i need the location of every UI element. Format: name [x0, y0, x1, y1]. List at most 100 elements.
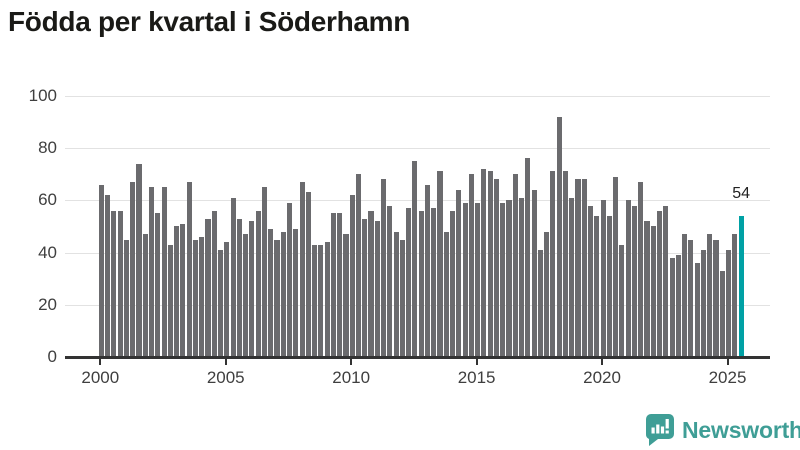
bar	[462, 202, 468, 358]
gridline-y-80	[65, 147, 770, 149]
bar	[305, 192, 311, 358]
bar	[142, 234, 148, 358]
bar	[406, 208, 412, 358]
bar	[606, 215, 612, 358]
x-axis-label-2020: 2020	[583, 368, 621, 388]
bar	[732, 234, 738, 358]
x-axis-label-2005: 2005	[206, 368, 245, 388]
bar	[431, 208, 437, 358]
bar	[707, 234, 713, 358]
bar	[682, 234, 688, 358]
bar	[274, 239, 280, 358]
bar	[280, 231, 286, 358]
bar	[700, 250, 706, 358]
bar	[719, 270, 725, 358]
bar	[688, 239, 694, 358]
x-axis-tick-2005	[224, 358, 227, 365]
bar	[330, 213, 336, 358]
bar	[343, 234, 349, 358]
bar	[468, 174, 474, 358]
bar	[619, 244, 625, 358]
bar	[312, 244, 318, 358]
x-axis-tick-2025	[726, 358, 729, 365]
bar	[450, 210, 456, 358]
gridline-y-40	[65, 252, 770, 254]
bar	[211, 210, 217, 358]
bar	[243, 234, 249, 358]
y-axis-label-20: 20	[38, 294, 57, 314]
bar	[506, 200, 512, 358]
x-axis-label-2000: 2000	[81, 368, 120, 388]
bar	[230, 197, 236, 358]
bar	[268, 229, 274, 358]
bar	[192, 239, 198, 358]
y-axis-label-60: 60	[38, 190, 57, 210]
bar	[562, 171, 569, 358]
bar	[130, 181, 136, 358]
bar	[180, 223, 186, 358]
newsworthy-logo-icon	[644, 413, 675, 447]
bar	[337, 213, 343, 358]
x-axis-line	[65, 356, 770, 359]
bar	[412, 161, 418, 358]
bar	[493, 179, 500, 358]
bar	[318, 244, 324, 358]
bar	[299, 181, 305, 358]
bar	[537, 250, 543, 358]
bar	[638, 181, 644, 358]
bar	[500, 202, 506, 358]
x-axis-label-2015: 2015	[457, 368, 496, 388]
bar	[512, 174, 518, 358]
logo-bar-3	[660, 426, 665, 434]
x-axis-tick-2020	[601, 358, 604, 365]
bar	[437, 171, 443, 358]
bar	[575, 179, 581, 358]
bar	[600, 200, 606, 358]
x-axis-label-2025: 2025	[708, 368, 747, 388]
bar	[224, 242, 230, 358]
bar	[261, 187, 267, 358]
bar	[123, 239, 129, 358]
bar	[186, 181, 192, 358]
bar	[525, 158, 531, 358]
bar	[174, 226, 180, 358]
bar	[726, 250, 732, 358]
bar	[349, 195, 355, 358]
chart-title: Födda per kvartal i Söderhamn	[8, 6, 411, 37]
bar	[569, 197, 575, 358]
bar	[650, 226, 656, 358]
bar	[105, 195, 111, 358]
bar	[324, 242, 330, 358]
bar	[236, 218, 242, 358]
bar	[675, 255, 681, 358]
bar	[355, 174, 362, 358]
y-axis-label-100: 100	[28, 85, 57, 105]
bar	[418, 210, 424, 358]
bar	[205, 218, 211, 358]
bar	[148, 187, 155, 358]
bar	[550, 171, 556, 358]
x-axis-tick-2010	[350, 358, 353, 365]
newsworthy-logo[interactable]: Newsworthy	[644, 413, 800, 447]
y-axis-label-0: 0	[47, 347, 57, 367]
bar	[249, 221, 255, 358]
bar	[393, 231, 399, 358]
logo-exclamation-dot	[665, 430, 669, 434]
bar	[644, 221, 650, 358]
gridline-y-100	[65, 95, 770, 97]
newsworthy-logo-text: Newsworthy	[682, 416, 800, 443]
bar	[217, 250, 224, 358]
bar	[199, 236, 205, 358]
bar	[663, 205, 669, 358]
x-axis-label-2010: 2010	[332, 368, 371, 388]
bar	[155, 213, 161, 358]
bar	[362, 218, 368, 358]
x-axis-tick-2015	[475, 358, 478, 365]
bar	[374, 221, 380, 358]
bar	[111, 210, 117, 358]
bar	[381, 179, 387, 358]
bar	[556, 116, 562, 358]
gridline-y-20	[65, 304, 770, 306]
bar	[519, 197, 525, 358]
